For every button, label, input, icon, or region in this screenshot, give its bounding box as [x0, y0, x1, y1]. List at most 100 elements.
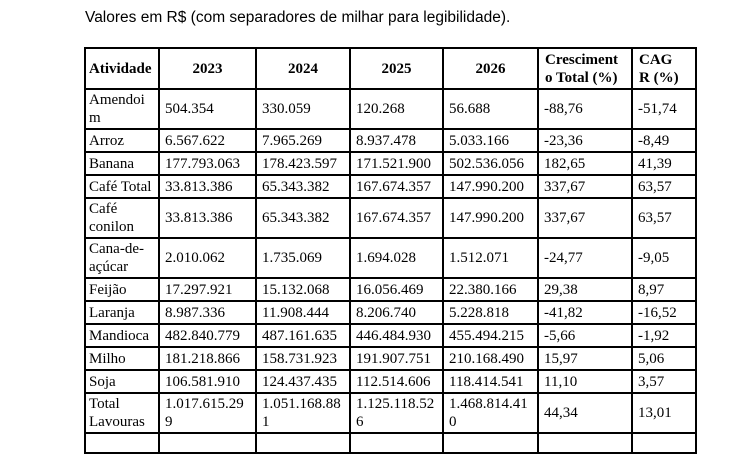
- table-row-laranja: Laranja 8.987.336 11.908.444 8.206.740 5…: [84, 300, 697, 325]
- header-2024: 2024: [255, 47, 351, 90]
- value-cell: 11.908.444: [255, 300, 351, 325]
- table-row-amendoim: Amendoim 504.354 330.059 120.268 56.688 …: [84, 88, 697, 130]
- table-row-partial-clipped: [84, 432, 697, 454]
- growth-cell: -24,77: [537, 237, 633, 279]
- value-cell: 167.674.357: [349, 197, 444, 239]
- value-cell: 5.033.166: [442, 128, 539, 153]
- activity-label: Café conilon: [84, 197, 160, 239]
- header-2025: 2025: [349, 47, 444, 90]
- table-row-banana: Banana 177.793.063 178.423.597 171.521.9…: [84, 151, 697, 176]
- activity-label: Cana-de-açúcar: [84, 237, 160, 279]
- table-row-soja: Soja 106.581.910 124.437.435 112.514.606…: [84, 369, 697, 394]
- empty-cell: [158, 432, 257, 454]
- value-cell: 455.494.215: [442, 323, 539, 348]
- value-cell: 22.380.166: [442, 277, 539, 302]
- value-cell: 16.056.469: [349, 277, 444, 302]
- activity-label: Milho: [84, 346, 160, 371]
- value-cell: 210.168.490: [442, 346, 539, 371]
- value-cell: 1.017.615.299: [158, 392, 257, 434]
- growth-cell: 182,65: [537, 151, 633, 176]
- value-cell: 177.793.063: [158, 151, 257, 176]
- values-table: Atividade 2023 2024 2025 2026 Cresciment…: [84, 47, 697, 454]
- cagr-cell: 5,06: [631, 346, 697, 371]
- table-row-mandioca: Mandioca 482.840.779 487.161.635 446.484…: [84, 323, 697, 348]
- growth-cell: -88,76: [537, 88, 633, 130]
- value-cell: 106.581.910: [158, 369, 257, 394]
- value-cell: 178.423.597: [255, 151, 351, 176]
- value-cell: 6.567.622: [158, 128, 257, 153]
- value-cell: 446.484.930: [349, 323, 444, 348]
- value-cell: 120.268: [349, 88, 444, 130]
- value-cell: 1.051.168.881: [255, 392, 351, 434]
- value-cell: 8.987.336: [158, 300, 257, 325]
- header-crescimento-total: Cresciment o Total (%): [537, 47, 633, 90]
- value-cell: 171.521.900: [349, 151, 444, 176]
- value-cell: 33.813.386: [158, 197, 257, 239]
- table-row-arroz: Arroz 6.567.622 7.965.269 8.937.478 5.03…: [84, 128, 697, 153]
- value-cell: 181.218.866: [158, 346, 257, 371]
- empty-cell: [631, 432, 697, 454]
- table-row-feijao: Feijão 17.297.921 15.132.068 16.056.469 …: [84, 277, 697, 302]
- activity-label: Banana: [84, 151, 160, 176]
- value-cell: 1.125.118.526: [349, 392, 444, 434]
- growth-cell: 337,67: [537, 174, 633, 199]
- growth-cell: 15,97: [537, 346, 633, 371]
- header-cagr: CAG R (%): [631, 47, 697, 90]
- growth-cell: 44,34: [537, 392, 633, 434]
- table-row-total-lavouras: Total Lavouras 1.017.615.299 1.051.168.8…: [84, 392, 697, 434]
- value-cell: 118.414.541: [442, 369, 539, 394]
- value-cell: 7.965.269: [255, 128, 351, 153]
- empty-cell: [349, 432, 444, 454]
- value-cell: 167.674.357: [349, 174, 444, 199]
- cagr-cell: -8,49: [631, 128, 697, 153]
- value-cell: 33.813.386: [158, 174, 257, 199]
- growth-cell: 11,10: [537, 369, 633, 394]
- value-cell: 2.010.062: [158, 237, 257, 279]
- activity-label: Café Total: [84, 174, 160, 199]
- value-cell: 487.161.635: [255, 323, 351, 348]
- activity-label: Total Lavouras: [84, 392, 160, 434]
- header-row: Atividade 2023 2024 2025 2026 Cresciment…: [84, 47, 697, 90]
- value-cell: 124.437.435: [255, 369, 351, 394]
- table-row-cafe-conilon: Café conilon 33.813.386 65.343.382 167.6…: [84, 197, 697, 239]
- cagr-cell: 13,01: [631, 392, 697, 434]
- value-cell: 1.512.071: [442, 237, 539, 279]
- value-cell: 330.059: [255, 88, 351, 130]
- header-atividade: Atividade: [84, 47, 160, 90]
- activity-label: Amendoim: [84, 88, 160, 130]
- table-row-cafe-total: Café Total 33.813.386 65.343.382 167.674…: [84, 174, 697, 199]
- activity-label: Arroz: [84, 128, 160, 153]
- activity-label: Feijão: [84, 277, 160, 302]
- cagr-cell: 63,57: [631, 174, 697, 199]
- table-row-milho: Milho 181.218.866 158.731.923 191.907.75…: [84, 346, 697, 371]
- value-cell: 1.468.814.410: [442, 392, 539, 434]
- cagr-cell: 3,57: [631, 369, 697, 394]
- empty-cell: [84, 432, 160, 454]
- value-cell: 5.228.818: [442, 300, 539, 325]
- cagr-cell: -16,52: [631, 300, 697, 325]
- cagr-cell: -9,05: [631, 237, 697, 279]
- header-2026: 2026: [442, 47, 539, 90]
- value-cell: 147.990.200: [442, 197, 539, 239]
- activity-label: Mandioca: [84, 323, 160, 348]
- value-cell: 65.343.382: [255, 197, 351, 239]
- value-cell: 147.990.200: [442, 174, 539, 199]
- activity-label: Laranja: [84, 300, 160, 325]
- header-2023: 2023: [158, 47, 257, 90]
- value-cell: 158.731.923: [255, 346, 351, 371]
- table-row-cana-de-acucar: Cana-de-açúcar 2.010.062 1.735.069 1.694…: [84, 237, 697, 279]
- cagr-cell: 41,39: [631, 151, 697, 176]
- empty-cell: [442, 432, 539, 454]
- value-cell: 1.694.028: [349, 237, 444, 279]
- value-cell: 502.536.056: [442, 151, 539, 176]
- value-cell: 8.937.478: [349, 128, 444, 153]
- value-cell: 482.840.779: [158, 323, 257, 348]
- cagr-cell: -51,74: [631, 88, 697, 130]
- cagr-cell: -1,92: [631, 323, 697, 348]
- empty-cell: [537, 432, 633, 454]
- value-cell: 112.514.606: [349, 369, 444, 394]
- value-cell: 191.907.751: [349, 346, 444, 371]
- activity-label: Soja: [84, 369, 160, 394]
- value-cell: 504.354: [158, 88, 257, 130]
- growth-cell: 337,67: [537, 197, 633, 239]
